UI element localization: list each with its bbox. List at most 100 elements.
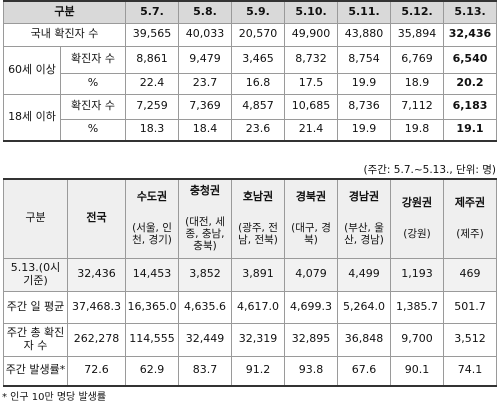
cell: 72.6 (67, 355, 126, 387)
cell: 114,555 (125, 322, 179, 357)
data-row: 주간 발생률* 72.6 62.9 83.7 91.2 93.8 67.6 90.1 74.1 (3, 355, 497, 387)
cell: 8,754 (337, 45, 391, 74)
header-cell: 전국 (67, 178, 126, 259)
cell: 14,453 (125, 257, 179, 292)
cell: 3,512 (443, 322, 497, 357)
group-label: 18세 이하 (3, 93, 61, 142)
header-cell: 호남권 (광주, 전남, 전북) (231, 178, 285, 259)
cell: 3,852 (178, 257, 232, 292)
cell: 93.8 (284, 355, 338, 387)
table-body: 5.13.(0시 기준) 32,436 14,453 3,852 3,891 4,079 4… (3, 257, 497, 387)
header-cell: 5.9. (231, 0, 285, 24)
region-name: 제주권 (454, 196, 486, 210)
cell: 19.9 (337, 72, 391, 95)
row-label: 국내 확진자 수 (3, 22, 126, 47)
cell: 20.2 (443, 72, 497, 95)
data-row: 5.13.(0시 기준) 32,436 14,453 3,852 3,891 4,079 4… (3, 257, 497, 292)
header-cell: 제주권 (제주) (443, 178, 497, 259)
cell: 4,499 (337, 257, 391, 292)
data-row: 주간 일 평균 37,468.3 16,365.0 4,635.6 4,617.0 4,6… (3, 290, 497, 324)
cell: 7,112 (390, 93, 444, 120)
cell: 40,033 (178, 22, 232, 47)
data-row: % 22.4 23.7 16.8 17.5 19.9 18.9 20.2 (4, 72, 497, 95)
row-label: 확진자 수 (60, 93, 126, 120)
cell: 1,385.7 (390, 290, 444, 324)
row-label: 주간 총 확진자 수 (3, 322, 68, 357)
header-cell: 경북권 (대구, 경북) (284, 178, 338, 259)
weekly-age-table: 구분 5.7. 5.8. 5.9. 5.10. 5.11. 5.12. 5.13. 국내 확진자… (3, 0, 497, 142)
row-label: 주간 발생률* (3, 355, 68, 387)
cell: 10,685 (284, 93, 338, 120)
cell: 5,264.0 (337, 290, 391, 324)
cell: 35,894 (390, 22, 444, 47)
cell: 4,699.3 (284, 290, 338, 324)
region-sub: (강원) (403, 228, 431, 241)
header-cell: 5.13. (443, 0, 497, 24)
region-sub: (제주) (456, 228, 484, 241)
header-cell: 5.12. (390, 0, 444, 24)
header-cell: 구분 (3, 178, 68, 259)
cell: 23.6 (231, 118, 285, 142)
cell: 91.2 (231, 355, 285, 387)
cell: 4,079 (284, 257, 338, 292)
cell: 39,565 (125, 22, 179, 47)
cell: 74.1 (443, 355, 497, 387)
cell: 8,736 (337, 93, 391, 120)
header-cell: 구분 (3, 0, 126, 24)
row-label: % (60, 72, 126, 95)
cell: 37,468.3 (67, 290, 126, 324)
cell: 18.3 (125, 118, 179, 142)
region-name: 전국 (86, 211, 107, 225)
data-row: 국내 확진자 수 39,565 40,033 20,570 49,900 43,880 35… (3, 22, 497, 47)
cell: 9,479 (178, 45, 232, 74)
cell: 32,436 (67, 257, 126, 292)
cell: 6,769 (390, 45, 444, 74)
data-row: 18세 이하 확진자 수 7,259 7,369 4,857 10,685 8,736 7,1… (3, 93, 497, 142)
cell: 83.7 (178, 355, 232, 387)
cell: 16.8 (231, 72, 285, 95)
cell: 469 (443, 257, 497, 292)
cell: 17.5 (284, 72, 338, 95)
header-cell: 경남권 (부산, 울산, 경남) (337, 178, 391, 259)
cell: 19.9 (337, 118, 391, 142)
cell: 501.7 (443, 290, 497, 324)
header-cell: 수도권 (서울, 인천, 경기) (125, 178, 179, 259)
region-sub: (부산, 울산, 경남) (344, 222, 384, 247)
cell: 19.8 (390, 118, 444, 142)
cell: 49,900 (284, 22, 338, 47)
cell: 23.7 (178, 72, 232, 95)
cell: 22.4 (125, 72, 179, 95)
cell: 36,848 (337, 322, 391, 357)
region-name: 경남권 (348, 190, 380, 204)
regional-table: 구분 전국 수도권 (서울, 인천, 경기) 충청권 (대전, 세종, 충남, 충북) 호남… (3, 178, 497, 387)
table-body: 구분 5.7. 5.8. 5.9. 5.10. 5.11. 5.12. 5.13. 국내 확진자… (3, 0, 497, 142)
cell: 32,449 (178, 322, 232, 357)
cell: 6,540 (443, 45, 497, 74)
cell: 19.1 (443, 118, 497, 142)
cell: 7,259 (125, 93, 179, 120)
cell: 3,891 (231, 257, 285, 292)
unit-note: (주간: 5.7.~5.13., 단위: 명) (363, 164, 496, 176)
header-cell: 5.7. (125, 0, 179, 24)
cell: 18.4 (178, 118, 232, 142)
cell: 67.6 (337, 355, 391, 387)
region-sub: (서울, 인천, 경기) (132, 222, 172, 247)
row-label: 확진자 수 (60, 45, 126, 74)
region-name: 호남권 (242, 190, 274, 204)
group-label: 60세 이상 (3, 45, 61, 95)
cell: 8,732 (284, 45, 338, 74)
header-cell: 충청권 (대전, 세종, 충남, 충북) (178, 178, 232, 259)
cell: 90.1 (390, 355, 444, 387)
region-name: 경북권 (295, 190, 327, 204)
cell: 18.9 (390, 72, 444, 95)
cell: 4,617.0 (231, 290, 285, 324)
row-label: 5.13.(0시 기준) (3, 257, 68, 292)
header-cell: 5.11. (337, 0, 391, 24)
header-row: 구분 5.7. 5.8. 5.9. 5.10. 5.11. 5.12. 5.13. (3, 0, 497, 24)
data-row: % 18.3 18.4 23.6 21.4 19.9 19.8 19.1 (4, 118, 497, 142)
cell: 1,193 (390, 257, 444, 292)
cell: 32,436 (443, 22, 497, 47)
cell: 43,880 (337, 22, 391, 47)
cell: 16,365.0 (125, 290, 179, 324)
